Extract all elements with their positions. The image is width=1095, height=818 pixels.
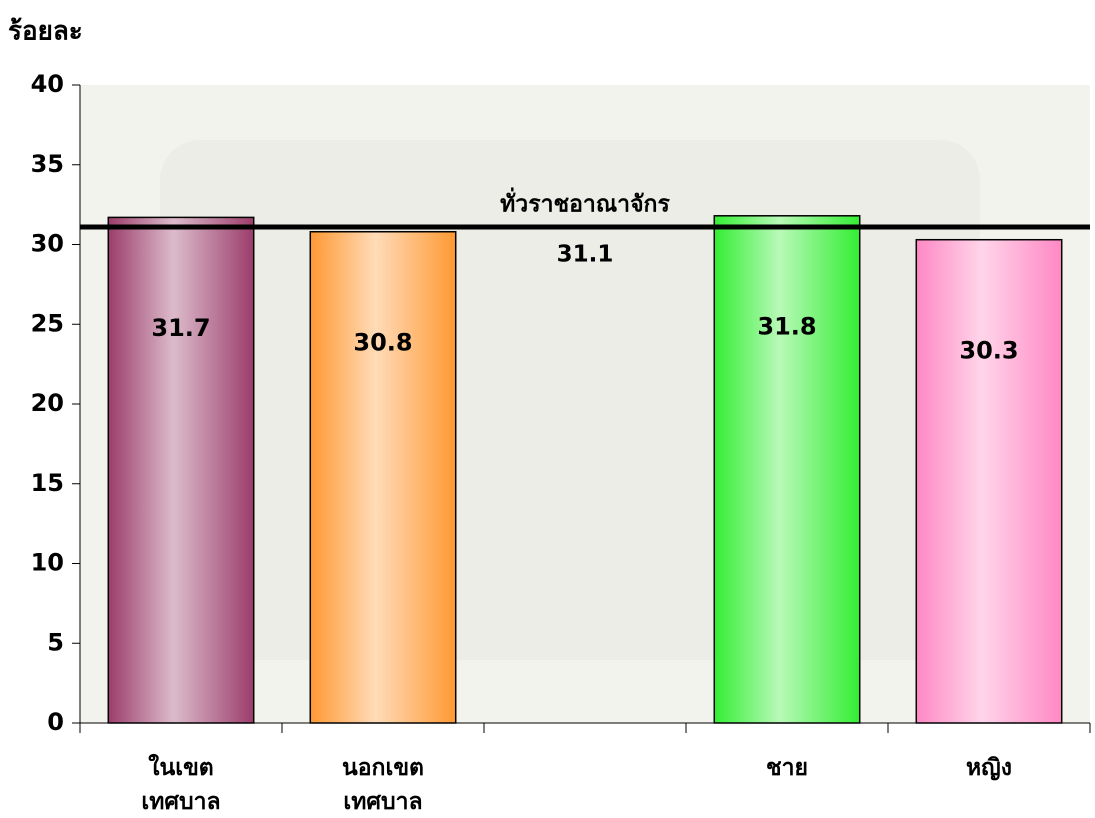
x-tick-label: ชาย bbox=[765, 755, 808, 781]
x-tick-label: หญิง bbox=[966, 755, 1012, 781]
value-label: 30.8 bbox=[353, 328, 412, 356]
bar bbox=[107, 216, 255, 724]
value-label: 31.8 bbox=[757, 312, 816, 340]
reference-value: 31.1 bbox=[557, 241, 614, 267]
y-tick-label: 5 bbox=[47, 628, 64, 656]
y-tick-label: 10 bbox=[31, 549, 64, 577]
reference-label: ทั่วราชอาณาจักร bbox=[500, 186, 670, 217]
x-tick-label: ในเขต เทศบาล bbox=[141, 755, 221, 815]
bar bbox=[713, 215, 861, 724]
y-tick-label: 25 bbox=[31, 309, 64, 337]
bar bbox=[309, 230, 457, 724]
bar bbox=[915, 238, 1063, 724]
y-tick-label: 40 bbox=[31, 70, 64, 98]
value-label: 30.3 bbox=[959, 336, 1018, 364]
y-tick-label: 0 bbox=[47, 708, 64, 736]
x-tick-label: นอกเขต เทศบาล bbox=[342, 755, 424, 815]
y-axis-label: ร้อยละ bbox=[8, 17, 83, 47]
y-tick-label: 30 bbox=[31, 230, 64, 258]
y-tick-label: 35 bbox=[31, 150, 64, 178]
y-tick-label: 15 bbox=[31, 469, 64, 497]
value-label: 31.7 bbox=[151, 314, 210, 342]
y-tick-label: 20 bbox=[31, 389, 64, 417]
